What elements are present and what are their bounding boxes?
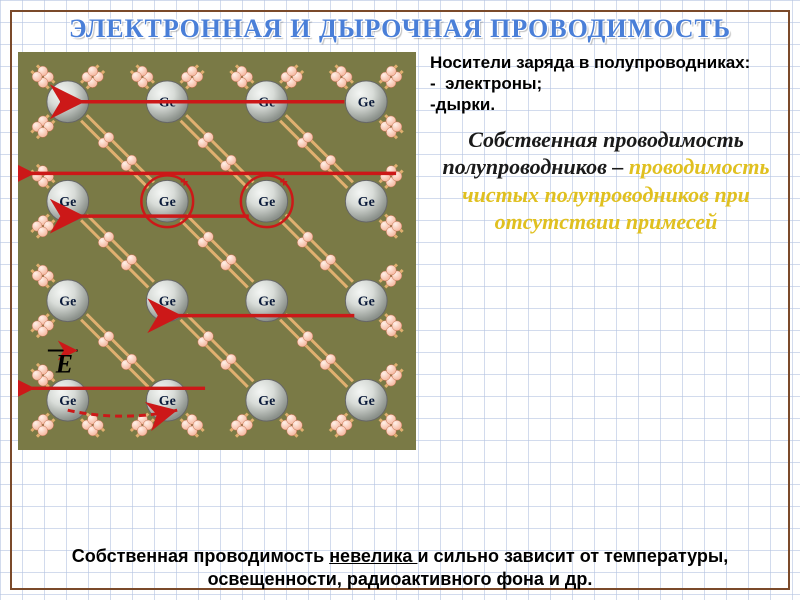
svg-text:Ge: Ge	[358, 96, 375, 111]
svg-text:Ge: Ge	[358, 195, 375, 210]
svg-text:Ge: Ge	[159, 295, 176, 310]
content: ЭЛЕКТРОННАЯ И ДЫРОЧНАЯ ПРОВОДИМОСТЬ Ge Ge…	[0, 0, 800, 600]
svg-text:Ge: Ge	[358, 394, 375, 409]
svg-text:Ge: Ge	[358, 295, 375, 310]
svg-text:Ge: Ge	[258, 295, 275, 310]
bottom-underlined: невелика	[329, 546, 417, 566]
svg-text:E: E	[55, 349, 73, 378]
svg-text:Ge: Ge	[258, 195, 275, 210]
carriers-block: Носители заряда в полупроводниках: - эле…	[430, 52, 782, 116]
diagram-wrap: GeGeGeGeGeGeGeGeGeGeGeGeGeGeGeGe++E	[18, 52, 416, 450]
svg-text:Ge: Ge	[59, 96, 76, 111]
right-column: Носители заряда в полупроводниках: - эле…	[430, 52, 782, 450]
svg-text:Ge: Ge	[159, 394, 176, 409]
svg-text:Ge: Ge	[159, 195, 176, 210]
svg-text:+: +	[280, 173, 288, 189]
lattice-diagram: GeGeGeGeGeGeGeGeGeGeGeGeGeGeGeGe++E	[18, 52, 416, 450]
svg-text:Ge: Ge	[59, 295, 76, 310]
page-title: ЭЛЕКТРОННАЯ И ДЫРОЧНАЯ ПРОВОДИМОСТЬ	[18, 14, 782, 44]
carriers-item-1: - электроны;	[430, 73, 782, 94]
svg-text:Ge: Ge	[59, 394, 76, 409]
svg-text:Ge: Ge	[59, 195, 76, 210]
carriers-heading: Носители заряда в полупроводниках:	[430, 52, 782, 73]
svg-text:Ge: Ge	[258, 394, 275, 409]
bottom-pre: Собственная проводимость	[72, 546, 329, 566]
bottom-note: Собственная проводимость невелика и силь…	[18, 545, 782, 590]
definition: Собственная проводимость полупроводников…	[430, 126, 782, 236]
svg-text:+: +	[180, 173, 188, 189]
main-row: GeGeGeGeGeGeGeGeGeGeGeGeGeGeGeGe++E Носи…	[18, 52, 782, 450]
carriers-item-2: -дырки.	[430, 94, 782, 115]
